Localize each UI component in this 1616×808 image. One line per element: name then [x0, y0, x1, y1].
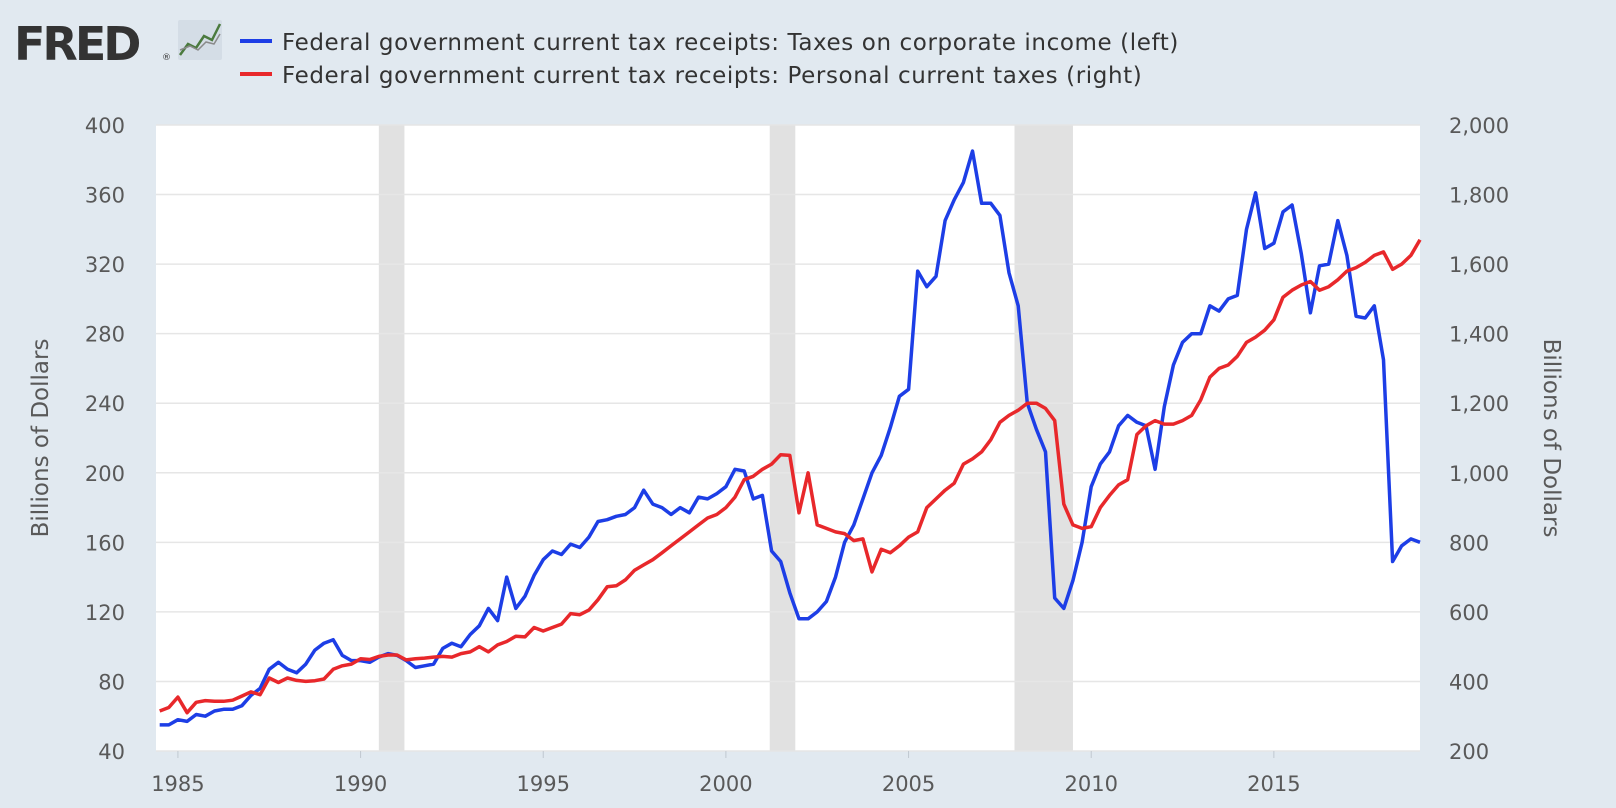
- fred-logo[interactable]: FRED ®: [14, 17, 222, 71]
- y-right-tick-label: 1,800: [1449, 184, 1509, 208]
- y-right-tick-label: 2,000: [1449, 114, 1509, 138]
- y-right-tick-label: 1,600: [1449, 253, 1509, 277]
- fred-registered-mark: ®: [162, 53, 171, 63]
- y-left-tick-label: 280: [85, 323, 125, 347]
- y-left-tick-label: 200: [85, 462, 125, 486]
- y-left-tick-label: 160: [85, 531, 125, 555]
- gridlines: [156, 124, 1420, 752]
- legend-item-left[interactable]: Federal government current tax receipts:…: [240, 30, 1179, 56]
- recession-band-2: [1014, 125, 1073, 751]
- y-right-tick-label: 200: [1449, 740, 1489, 764]
- y-left-tick-label: 360: [85, 184, 125, 208]
- y-axis-right-label: Billions of Dollars: [1538, 339, 1564, 538]
- y-right-tick-label: 1,000: [1449, 462, 1509, 486]
- legend-label-right: Federal government current tax receipts:…: [282, 63, 1142, 89]
- recession-band-1: [769, 125, 796, 751]
- y-axis-left-ticks: 40 80 120 160 200 240 280 320 360 400: [85, 114, 125, 764]
- y-left-tick-label: 320: [85, 253, 125, 277]
- y-right-tick-label: 1,200: [1449, 392, 1509, 416]
- y-right-tick-label: 400: [1449, 670, 1489, 694]
- y-left-tick-label: 120: [85, 601, 125, 625]
- x-tick-label: 2010: [1064, 772, 1117, 796]
- x-tick-label: 1990: [334, 772, 387, 796]
- x-axis-ticks: 1985 1990 1995 2000 2005 2010 2015: [151, 751, 1301, 796]
- recession-bands: [378, 125, 1073, 751]
- legend-label-left: Federal government current tax receipts:…: [282, 30, 1179, 56]
- y-right-tick-label: 1,400: [1449, 323, 1509, 347]
- fred-sparkline-icon: [178, 20, 222, 60]
- x-tick-label: 2000: [699, 772, 752, 796]
- fred-logo-text: FRED: [14, 17, 139, 71]
- y-left-tick-label: 80: [98, 670, 125, 694]
- y-left-tick-label: 240: [85, 392, 125, 416]
- y-right-tick-label: 800: [1449, 531, 1489, 555]
- x-tick-label: 1985: [151, 772, 204, 796]
- recession-band-0: [378, 125, 405, 751]
- x-tick-label: 1995: [517, 772, 570, 796]
- legend-item-right[interactable]: Federal government current tax receipts:…: [240, 63, 1142, 89]
- series-line-corporate-taxes[interactable]: [159, 149, 1421, 727]
- legend: Federal government current tax receipts:…: [240, 30, 1179, 89]
- y-right-tick-label: 600: [1449, 601, 1489, 625]
- x-tick-label: 2005: [882, 772, 935, 796]
- series-lines: [159, 149, 1422, 727]
- x-tick-label: 2015: [1247, 772, 1300, 796]
- series-line-personal-taxes[interactable]: [159, 238, 1422, 715]
- y-left-tick-label: 400: [85, 114, 125, 138]
- y-axis-right-ticks: 200 400 600 800 1,000 1,200 1,400 1,600 1,800 2,0…: [1449, 114, 1509, 764]
- y-left-tick-label: 40: [98, 740, 125, 764]
- y-axis-left-label: Billions of Dollars: [28, 339, 54, 538]
